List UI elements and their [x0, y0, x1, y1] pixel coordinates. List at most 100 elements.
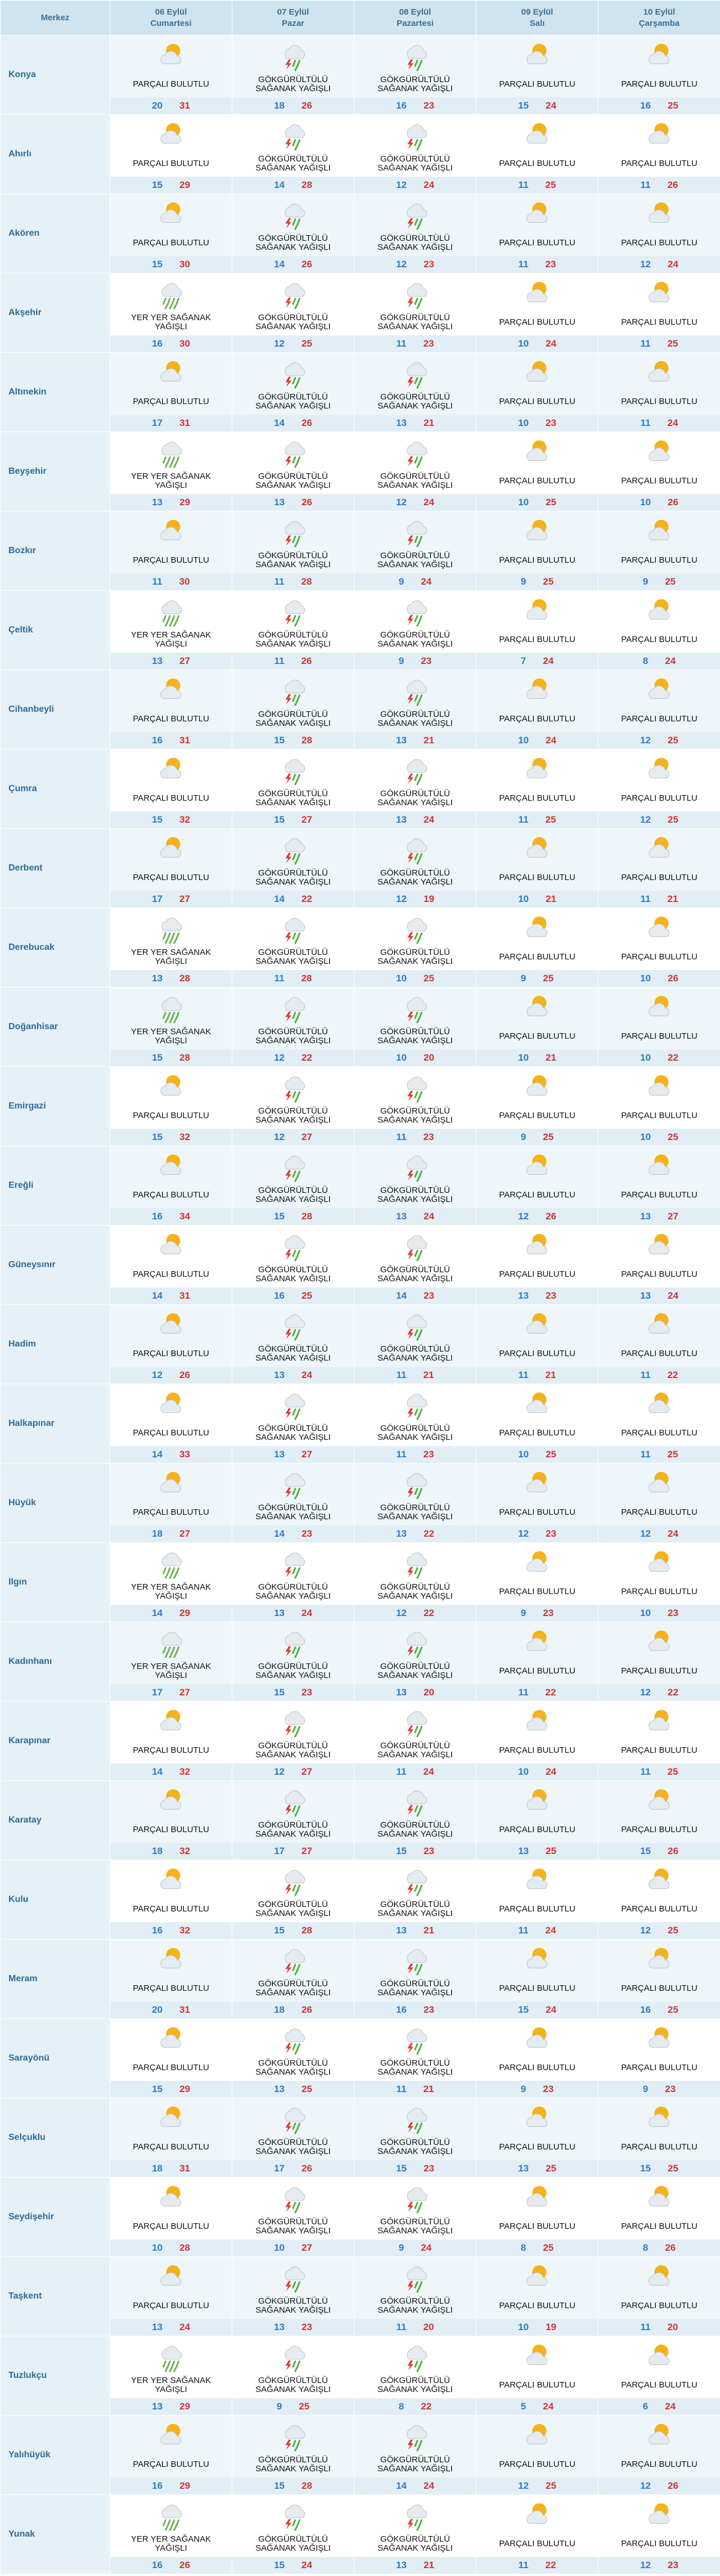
min-temp: 10 — [518, 1052, 529, 1063]
max-temp: 29 — [179, 2401, 190, 2412]
temps: 11 25 — [476, 811, 598, 828]
weather-icon — [526, 202, 548, 223]
min-temp: 15 — [274, 2480, 285, 2491]
max-temp: 25 — [302, 338, 312, 349]
day-cell: GÖKGÜRÜLTÜLÜ SAĞANAK YAĞIŞLI 11 24 — [354, 1701, 476, 1781]
weather-icon — [161, 442, 182, 468]
day-cell: GÖKGÜRÜLTÜLÜ SAĞANAK YAĞIŞLI 10 25 — [354, 908, 476, 988]
max-temp: 27 — [302, 1846, 312, 1856]
day-cell: PARÇALI BULUTLU 15 32 — [110, 1066, 232, 1146]
day-content: GÖKGÜRÜLTÜLÜ SAĞANAK YAĞIŞLI 13 24 — [354, 750, 476, 828]
max-temp: 21 — [667, 894, 678, 904]
city-name: Tuzlukçu — [0, 2336, 110, 2416]
min-temp: 10 — [518, 735, 529, 746]
temps: 12 26 — [476, 1208, 598, 1225]
temps: 16 34 — [110, 1208, 232, 1225]
min-temp: 12 — [274, 338, 285, 349]
day-content: PARÇALI BULUTLU 9 23 — [476, 1543, 598, 1622]
day-cell: GÖKGÜRÜLTÜLÜ SAĞANAK YAĞIŞLI 13 25 — [232, 2018, 354, 2098]
temps: 13 24 — [110, 2319, 232, 2336]
temps: 14 33 — [110, 1446, 232, 1463]
city-name: Emirgazi — [0, 1066, 110, 1146]
weather-icon — [649, 281, 670, 302]
max-temp: 26 — [302, 100, 312, 111]
min-temp: 6 — [642, 2401, 649, 2412]
condition: GÖKGÜRÜLTÜLÜ SAĞANAK YAĞIŞLI — [255, 234, 331, 252]
temps: 12 23 — [598, 2557, 720, 2574]
temps: 15 23 — [354, 2160, 476, 2177]
day-cell: PARÇALI BULUTLU 16 25 — [598, 1939, 720, 2019]
min-temp: 15 — [274, 1211, 285, 1222]
weather-icon — [285, 1632, 305, 1658]
day-content: PARÇALI BULUTLU 18 27 — [110, 1464, 232, 1542]
day-content: GÖKGÜRÜLTÜLÜ SAĞANAK YAĞIŞLI 10 27 — [232, 2178, 354, 2256]
condition: GÖKGÜRÜLTÜLÜ SAĞANAK YAĞIŞLI — [255, 710, 331, 728]
max-temp: 23 — [424, 1846, 434, 1856]
condition: PARÇALI BULUTLU — [621, 873, 698, 882]
min-temp: 11 — [518, 1370, 529, 1380]
condition: YER YER SAĞANAK YAĞIŞLI — [130, 2534, 212, 2553]
min-temp: 12 — [518, 1528, 529, 1539]
min-temp: 12 — [396, 259, 407, 270]
temps: 10 19 — [476, 2319, 598, 2336]
day-content: YER YER SAĞANAK YAĞIŞLI 15 28 — [110, 988, 232, 1066]
max-temp: 31 — [179, 418, 190, 428]
min-temp: 14 — [152, 1766, 163, 1777]
max-temp: 27 — [668, 1211, 678, 1222]
day-cell: PARÇALI BULUTLU 12 24 — [598, 194, 720, 273]
day-content: PARÇALI BULUTLU 10 26 — [598, 908, 720, 987]
day-content: PARÇALI BULUTLU 13 27 — [598, 1146, 720, 1225]
weather-icon — [161, 997, 182, 1024]
condition: PARÇALI BULUTLU — [499, 1190, 575, 1200]
day-cell: GÖKGÜRÜLTÜLÜ SAĞANAK YAĞIŞLI 16 23 — [354, 1939, 476, 2019]
temps: 10 24 — [476, 1763, 598, 1780]
min-temp: 10 — [518, 894, 529, 904]
min-temp: 11 — [518, 1925, 529, 1936]
max-temp: 21 — [424, 418, 434, 428]
city-row: Beyşehir YER YER SAĞANAK YAĞIŞLI 13 29 GÖKGÜ… — [0, 432, 720, 511]
min-temp: 15 — [152, 2084, 163, 2094]
day-content: GÖKGÜRÜLTÜLÜ SAĞANAK YAĞIŞLI 14 24 — [354, 2416, 476, 2494]
day-weekday: Çarşamba — [638, 18, 680, 28]
temps: 9 23 — [476, 1605, 598, 1622]
max-temp: 33 — [179, 1449, 190, 1460]
weather-icon — [161, 283, 182, 309]
weather-icon — [285, 2187, 305, 2214]
min-temp: 13 — [396, 735, 407, 746]
max-temp: 24 — [424, 497, 434, 508]
city-name: Cihanbeyli — [0, 670, 110, 750]
max-temp: 25 — [667, 1449, 678, 1460]
max-temp: 26 — [668, 497, 678, 508]
day-cell: PARÇALI BULUTLU 7 24 — [476, 590, 598, 670]
condition: PARÇALI BULUTLU — [621, 476, 698, 486]
day-cell: GÖKGÜRÜLTÜLÜ SAĞANAK YAĞIŞLI 14 23 — [354, 1225, 476, 1305]
min-temp: 11 — [518, 179, 529, 190]
temps: 11 26 — [232, 653, 354, 670]
day-content: PARÇALI BULUTLU 12 23 — [598, 2495, 720, 2574]
max-temp: 29 — [179, 179, 190, 190]
condition: PARÇALI BULUTLU — [133, 1111, 209, 1120]
min-temp: 11 — [396, 2084, 407, 2094]
condition: PARÇALI BULUTLU — [133, 2222, 209, 2231]
day-cell: PARÇALI BULUTLU 13 25 — [476, 1780, 598, 1860]
max-temp: 24 — [423, 1766, 434, 1777]
day-cell: PARÇALI BULUTLU 16 34 — [110, 1146, 232, 1226]
max-temp: 26 — [302, 259, 312, 270]
max-temp: 25 — [424, 973, 434, 984]
city-name: Doğanhisar — [0, 987, 110, 1067]
day-content: PARÇALI BULUTLU 13 23 — [476, 1226, 598, 1304]
weather-icon — [407, 1711, 428, 1738]
temps: 12 24 — [354, 494, 476, 511]
day-cell: PARÇALI BULUTLU 11 25 — [598, 273, 720, 353]
day-content: GÖKGÜRÜLTÜLÜ SAĞANAK YAĞIŞLI 14 26 — [232, 353, 354, 432]
day-cell: PARÇALI BULUTLU 9 23 — [598, 2018, 720, 2098]
max-temp: 26 — [668, 1846, 678, 1856]
day-cell: GÖKGÜRÜLTÜLÜ SAĞANAK YAĞIŞLI 12 24 — [354, 432, 476, 511]
city-name: Karapınar — [0, 1701, 110, 1781]
temps: 11 23 — [476, 256, 598, 273]
day-cell: GÖKGÜRÜLTÜLÜ SAĞANAK YAĞIŞLI 9 23 — [354, 590, 476, 670]
day-cell: PARÇALI BULUTLU 11 25 — [598, 1701, 720, 1781]
temps: 11 25 — [598, 1446, 720, 1463]
condition: GÖKGÜRÜLTÜLÜ SAĞANAK YAĞIŞLI — [377, 2534, 453, 2553]
weather-icon — [407, 2108, 428, 2134]
